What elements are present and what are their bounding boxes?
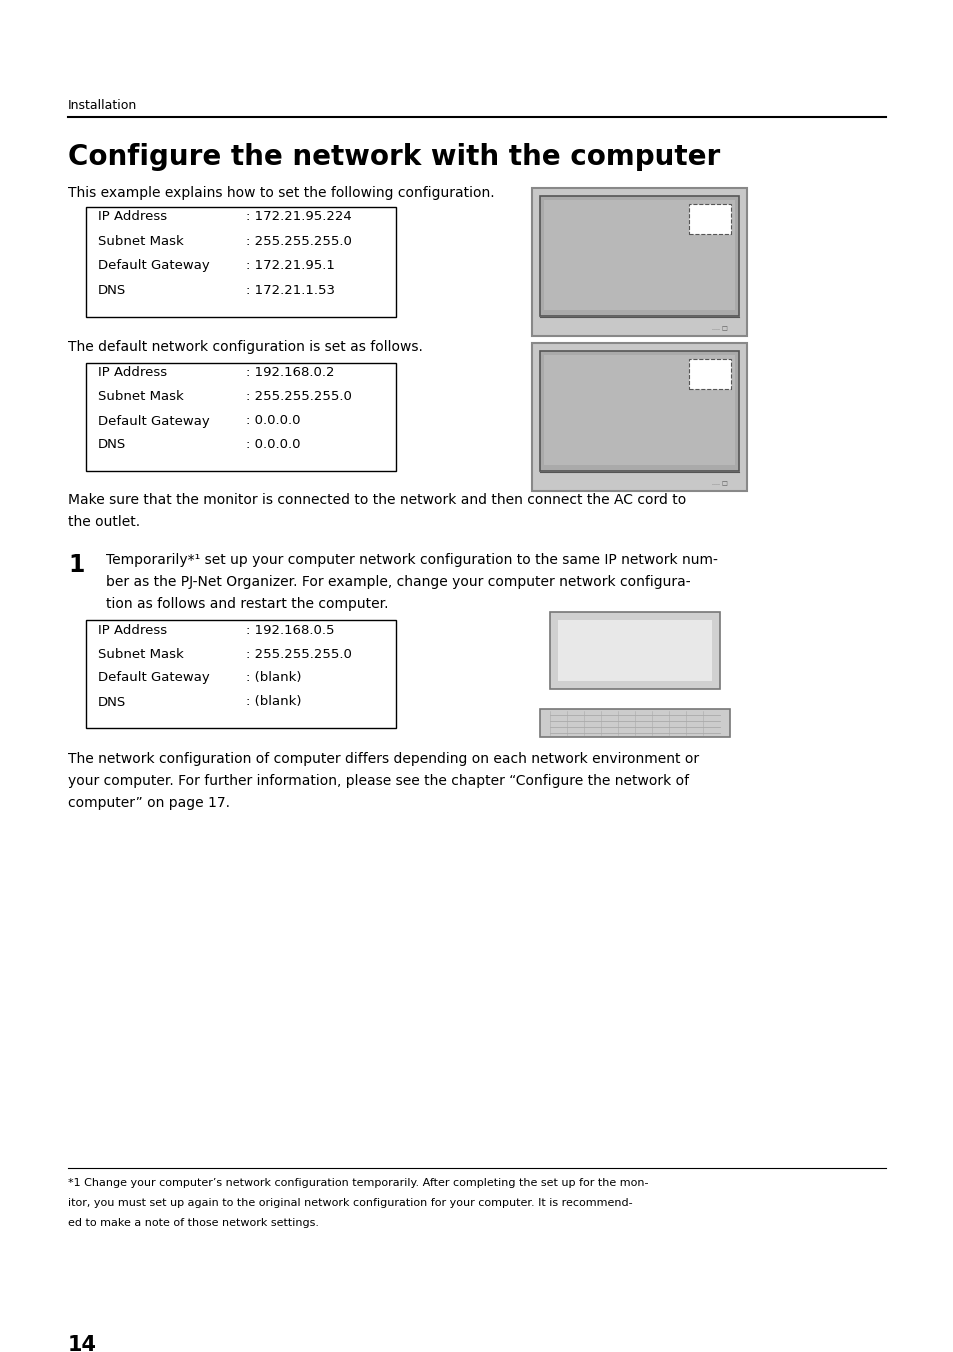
Text: DNS: DNS	[98, 438, 126, 452]
Text: itor, you must set up again to the original network configuration for your compu: itor, you must set up again to the origi…	[68, 1198, 632, 1207]
Bar	[689, 204, 731, 234]
Text: : 172.21.95.224: : 172.21.95.224	[246, 211, 352, 223]
Text: Default Gateway: Default Gateway	[98, 415, 210, 427]
Text: 1: 1	[68, 553, 84, 577]
Text: : 255.255.255.0: : 255.255.255.0	[246, 648, 352, 661]
Text: Default Gateway: Default Gateway	[98, 672, 210, 684]
Bar	[689, 360, 731, 389]
Bar	[540, 352, 739, 470]
Text: : 0.0.0.0: : 0.0.0.0	[246, 415, 300, 427]
Text: : 192.168.0.5: : 192.168.0.5	[246, 623, 335, 637]
Bar	[86, 207, 395, 316]
Bar	[86, 621, 395, 727]
Text: 14: 14	[68, 1334, 97, 1352]
Text: Subnet Mask: Subnet Mask	[98, 648, 184, 661]
Text: : (blank): : (blank)	[246, 695, 301, 708]
Text: .... □: .... □	[712, 326, 727, 331]
Text: Configure the network with the computer: Configure the network with the computer	[68, 143, 720, 170]
Bar	[544, 200, 735, 310]
Bar	[532, 188, 747, 337]
Text: : 0.0.0.0: : 0.0.0.0	[246, 438, 300, 452]
Text: computer” on page 17.: computer” on page 17.	[68, 796, 230, 810]
Bar	[550, 611, 720, 690]
Text: tion as follows and restart the computer.: tion as follows and restart the computer…	[106, 598, 388, 611]
Text: IP Address: IP Address	[98, 211, 167, 223]
Text: ber as the PJ-Net Organizer. For example, change your computer network configura: ber as the PJ-Net Organizer. For example…	[106, 575, 690, 589]
Text: Installation: Installation	[68, 99, 137, 112]
Text: .... □: .... □	[712, 481, 727, 485]
Text: the outlet.: the outlet.	[68, 515, 140, 529]
Text: : 255.255.255.0: : 255.255.255.0	[246, 235, 352, 247]
Bar	[544, 356, 735, 465]
Text: : 192.168.0.2: : 192.168.0.2	[246, 366, 335, 380]
Text: IP Address: IP Address	[98, 366, 167, 380]
Bar	[532, 343, 747, 491]
Bar	[558, 619, 711, 681]
Text: ed to make a note of those network settings.: ed to make a note of those network setti…	[68, 1218, 318, 1228]
Bar	[539, 708, 729, 737]
Text: Make sure that the monitor is connected to the network and then connect the AC c: Make sure that the monitor is connected …	[68, 493, 685, 507]
Text: Subnet Mask: Subnet Mask	[98, 391, 184, 403]
Text: : 172.21.1.53: : 172.21.1.53	[246, 284, 335, 297]
Text: : (blank): : (blank)	[246, 672, 301, 684]
Text: Temporarily*¹ set up your computer network configuration to the same IP network : Temporarily*¹ set up your computer netwo…	[106, 553, 717, 566]
Text: your computer. For further information, please see the chapter “Configure the ne: your computer. For further information, …	[68, 773, 688, 788]
Text: The network configuration of computer differs depending on each network environm: The network configuration of computer di…	[68, 752, 699, 767]
Text: DNS: DNS	[98, 695, 126, 708]
Text: *1 Change your computer’s network configuration temporarily. After completing th: *1 Change your computer’s network config…	[68, 1178, 648, 1188]
Text: IP Address: IP Address	[98, 623, 167, 637]
Text: Default Gateway: Default Gateway	[98, 260, 210, 272]
Bar	[540, 196, 739, 316]
Text: : 172.21.95.1: : 172.21.95.1	[246, 260, 335, 272]
Bar	[86, 362, 395, 470]
Text: : 255.255.255.0: : 255.255.255.0	[246, 391, 352, 403]
Text: This example explains how to set the following configuration.: This example explains how to set the fol…	[68, 187, 494, 200]
Text: DNS: DNS	[98, 284, 126, 297]
Text: Subnet Mask: Subnet Mask	[98, 235, 184, 247]
Text: The default network configuration is set as follows.: The default network configuration is set…	[68, 339, 422, 354]
